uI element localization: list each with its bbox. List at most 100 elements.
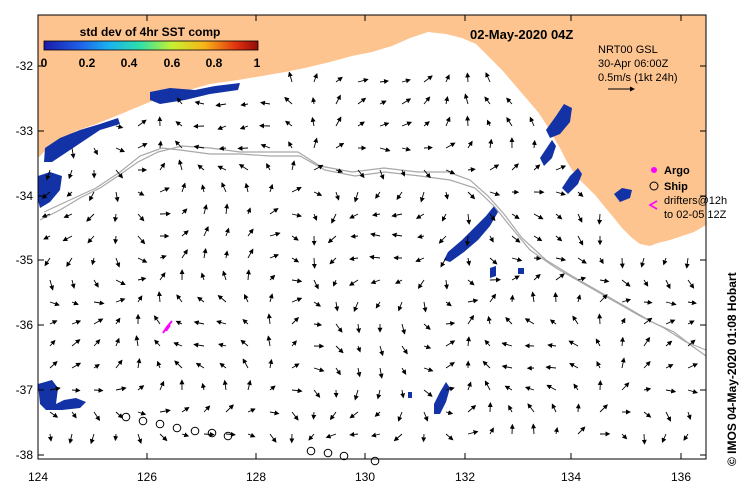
current-arrow-icon <box>291 257 300 263</box>
current-arrow-icon <box>445 340 456 347</box>
colorbar-tick: 0.2 <box>79 56 96 70</box>
date-title: 02-May-2020 04Z <box>470 27 573 42</box>
current-arrow-icon <box>577 257 587 264</box>
current-arrow-icon <box>247 408 256 413</box>
current-arrow-icon <box>511 235 521 243</box>
current-arrow-icon <box>115 124 124 130</box>
current-arrow-icon <box>137 257 148 263</box>
current-arrow-icon <box>545 364 557 370</box>
current-arrow-icon <box>203 225 209 237</box>
current-arrow-icon <box>620 317 626 325</box>
current-arrow-icon <box>438 235 447 244</box>
current-arrow-icon <box>260 100 271 106</box>
current-arrow-icon <box>49 279 55 291</box>
current-arrow-icon <box>93 318 104 325</box>
current-arrow-icon <box>335 76 343 83</box>
current-arrow-icon <box>423 75 433 83</box>
current-arrow-icon <box>356 367 362 378</box>
current-arrow-icon <box>445 116 451 127</box>
current-arrow-icon <box>643 387 652 392</box>
x-label: 128 <box>246 470 266 484</box>
current-arrow-icon <box>641 433 647 445</box>
current-arrow-icon <box>327 235 337 244</box>
current-arrow-icon <box>531 139 537 149</box>
current-arrow-icon <box>572 315 579 325</box>
current-arrow-icon <box>369 254 381 260</box>
current-arrow-icon <box>391 212 403 218</box>
current-arrow-icon <box>222 379 228 391</box>
current-arrow-icon <box>349 213 359 219</box>
current-arrow-icon <box>508 404 513 413</box>
current-arrow-icon <box>400 389 406 399</box>
current-arrow-icon <box>511 257 523 262</box>
current-arrow-icon <box>467 430 479 436</box>
current-arrow-icon <box>555 165 567 171</box>
current-arrow-icon <box>349 256 359 262</box>
current-arrow-icon <box>174 140 183 149</box>
current-arrow-icon <box>159 187 170 193</box>
current-arrow-icon <box>225 431 236 437</box>
current-arrow-icon <box>200 184 206 193</box>
current-arrow-icon <box>445 410 454 416</box>
current-arrow-icon <box>285 120 293 127</box>
current-arrow-icon <box>335 323 343 333</box>
current-arrow-icon <box>223 250 229 259</box>
current-arrow-icon <box>87 235 95 244</box>
current-arrow-icon <box>370 279 381 285</box>
y-label: -33 <box>16 124 34 138</box>
current-arrow-icon <box>242 358 249 369</box>
current-arrow-icon <box>266 335 272 347</box>
current-arrow-icon <box>467 298 479 304</box>
current-arrow-icon <box>193 342 205 348</box>
current-arrow-icon <box>224 227 230 237</box>
current-arrow-icon <box>71 411 77 419</box>
current-arrow-icon <box>194 100 205 106</box>
current-arrow-icon <box>665 279 671 290</box>
current-arrow-icon <box>115 147 126 153</box>
current-arrow-icon <box>181 249 188 259</box>
current-arrow-icon <box>137 433 143 444</box>
current-arrow-icon <box>509 294 515 303</box>
current-arrow-icon <box>597 313 603 325</box>
current-arrow-icon <box>353 301 359 313</box>
current-arrow-icon <box>325 433 337 439</box>
current-arrow-icon <box>137 143 148 149</box>
current-arrow-icon <box>643 411 652 418</box>
sst-patches <box>38 83 632 414</box>
current-arrow-icon <box>43 234 51 240</box>
current-arrow-icon <box>597 213 603 225</box>
current-arrow-icon <box>527 403 535 413</box>
current-arrow-icon <box>533 235 543 242</box>
current-arrow-icon <box>224 203 230 215</box>
current-arrow-icon <box>269 208 279 215</box>
current-arrow-icon <box>70 279 76 289</box>
current-arrow-icon <box>445 386 455 392</box>
model-time: 30-Apr 06:00Z <box>598 58 669 70</box>
current-arrow-icon <box>417 279 425 290</box>
current-arrow-icon <box>335 94 341 105</box>
current-arrow-icon <box>159 272 166 281</box>
current-arrow-icon <box>45 169 51 181</box>
current-arrow-icon <box>49 320 58 325</box>
current-arrow-icon <box>465 235 471 247</box>
current-arrow-icon <box>269 253 280 259</box>
current-arrow-icon <box>197 164 205 171</box>
current-arrow-icon <box>269 231 281 237</box>
current-arrow-icon <box>463 93 469 105</box>
current-arrow-icon <box>533 213 544 220</box>
current-arrow-icon <box>546 384 557 391</box>
current-arrow-icon <box>577 276 587 282</box>
current-arrow-icon <box>395 279 403 284</box>
current-arrow-icon <box>661 433 667 444</box>
current-arrow-icon <box>218 342 227 348</box>
current-arrow-icon <box>466 336 471 347</box>
current-arrow-icon <box>467 381 472 391</box>
current-arrow-icon <box>524 386 535 391</box>
current-arrow-icon <box>113 433 119 442</box>
current-arrow-icon <box>683 433 689 441</box>
current-arrow-icon <box>445 169 456 175</box>
current-arrow-icon <box>93 279 99 288</box>
current-arrow-icon <box>313 389 321 398</box>
current-arrow-icon <box>201 382 206 391</box>
current-arrow-icon <box>391 232 403 238</box>
